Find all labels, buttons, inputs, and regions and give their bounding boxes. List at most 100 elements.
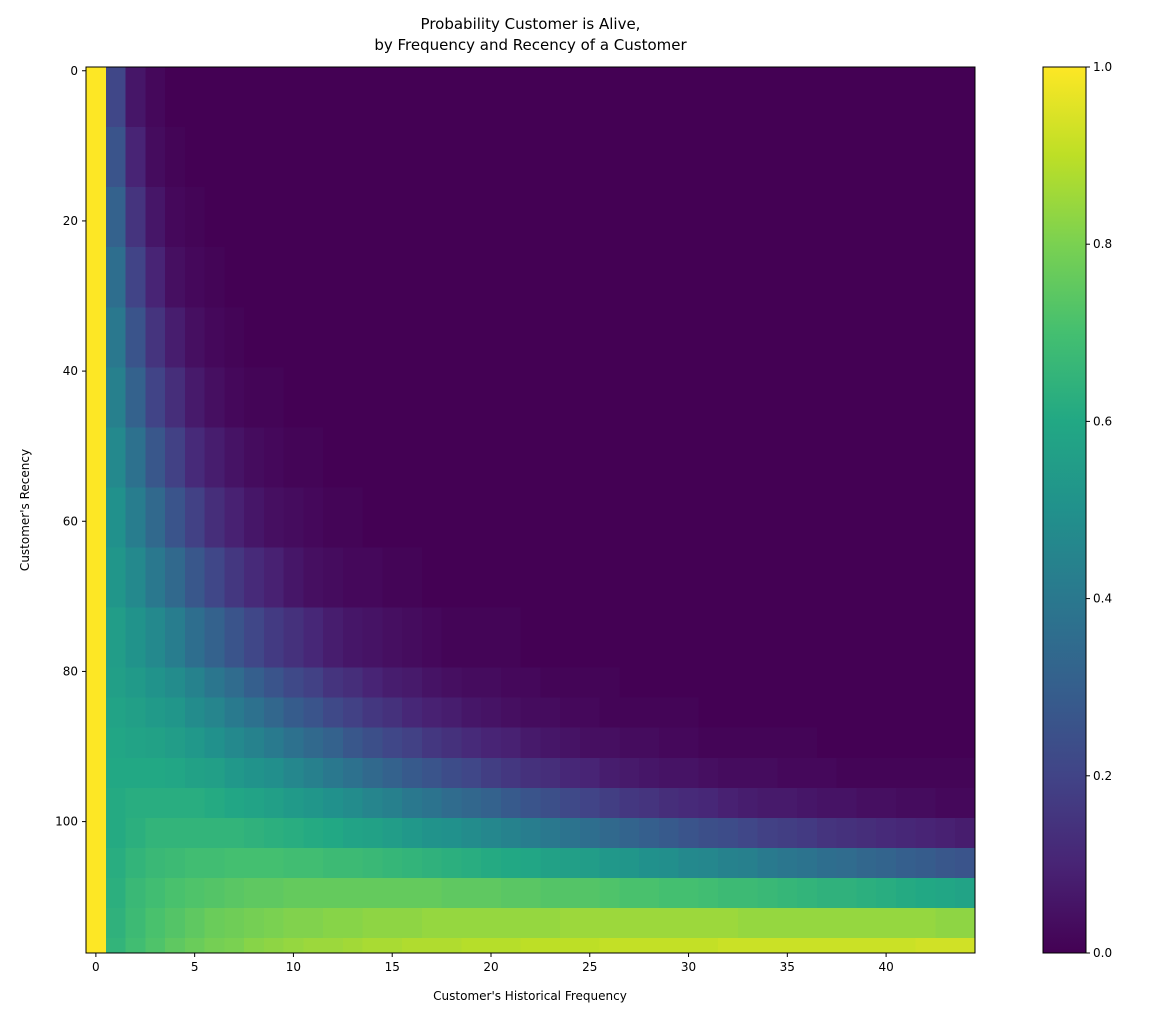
heatmap-cell (579, 307, 601, 368)
heatmap-cell (303, 307, 324, 368)
heatmap-cell (342, 697, 364, 729)
heatmap-cell (342, 487, 364, 549)
heatmap-cell (224, 907, 245, 939)
heatmap-cell (500, 757, 522, 789)
heatmap-cell (856, 787, 877, 819)
y-tick-label: 20 (63, 214, 78, 228)
heatmap-cell (244, 127, 265, 188)
heatmap-cell (639, 817, 660, 849)
heatmap-cell (718, 487, 739, 549)
heatmap-cell (481, 607, 502, 669)
heatmap-cell (362, 667, 383, 699)
heatmap-cell (955, 307, 976, 368)
heatmap-cell (105, 127, 127, 188)
heatmap-cell (125, 907, 146, 939)
heatmap-cell (718, 127, 739, 188)
heatmap-cell (658, 817, 680, 849)
heatmap-cell (599, 547, 620, 609)
heatmap-cell (125, 67, 146, 128)
heatmap-cell (421, 607, 443, 669)
heatmap-cell (184, 607, 206, 669)
heatmap-cell (362, 187, 383, 248)
heatmap-cell (560, 817, 581, 849)
heatmap-cell (836, 877, 858, 909)
x-tick-label: 10 (286, 960, 301, 974)
heatmap-cell (204, 67, 225, 128)
heatmap-cell (797, 937, 818, 954)
heatmap-cell (263, 547, 285, 609)
heatmap-cell (224, 607, 245, 669)
heatmap-cell (520, 907, 541, 939)
heatmap-cell (342, 187, 364, 248)
heatmap-cell (303, 607, 324, 669)
heatmap-cell (224, 247, 245, 308)
heatmap-cell (125, 607, 146, 669)
heatmap-cell (303, 547, 324, 609)
heatmap-cell (165, 757, 186, 789)
heatmap-cell (105, 817, 127, 849)
heatmap-cell (500, 787, 522, 819)
heatmap-cell (737, 547, 759, 609)
heatmap-cell (836, 547, 858, 609)
heatmap-cell (816, 787, 838, 819)
heatmap-cell (342, 787, 364, 819)
heatmap-cell (737, 187, 759, 248)
heatmap-cell (125, 697, 146, 729)
heatmap-cell (362, 937, 383, 954)
heatmap-cell (797, 907, 818, 939)
colorbar-tick-label: 1.0 (1093, 60, 1112, 74)
heatmap-cell (777, 697, 798, 729)
heatmap-cell (500, 727, 522, 759)
y-axis-label: Customer's Recency (18, 449, 32, 571)
heatmap-cell (165, 67, 186, 128)
heatmap-cell (500, 667, 522, 699)
heatmap-cell (382, 757, 403, 789)
heatmap-cell (658, 187, 680, 248)
heatmap-cell (678, 817, 700, 849)
heatmap-cell (165, 427, 186, 489)
heatmap-cell (915, 307, 937, 368)
heatmap-cell (757, 427, 779, 489)
heatmap-cell (678, 187, 700, 248)
heatmap-cell (757, 847, 779, 879)
heatmap-cell (639, 727, 660, 759)
heatmap-cell (797, 307, 818, 368)
heatmap-cell (105, 877, 127, 909)
heatmap-cell (283, 367, 304, 429)
heatmap-cell (619, 757, 640, 789)
heatmap-cell (441, 847, 462, 879)
heatmap-cell (500, 847, 522, 879)
heatmap-cell (204, 787, 225, 819)
heatmap-cell (165, 937, 186, 954)
heatmap-cell (816, 247, 838, 308)
heatmap-cell (362, 877, 383, 909)
heatmap-cell (915, 817, 937, 849)
heatmap-cell (86, 877, 107, 909)
heatmap-cell (402, 877, 423, 909)
heatmap-cell (520, 877, 541, 909)
heatmap-cell (737, 427, 759, 489)
heatmap-cell (461, 427, 482, 489)
heatmap-cell (619, 937, 640, 954)
heatmap-cell (461, 877, 482, 909)
heatmap-cell (105, 247, 127, 308)
heatmap-cell (658, 487, 680, 549)
heatmap-cell (737, 367, 759, 429)
heatmap-cell (678, 307, 700, 368)
heatmap-cell (579, 817, 601, 849)
heatmap-cell (757, 727, 779, 759)
heatmap-cell (856, 247, 877, 308)
heatmap-cell (777, 937, 798, 954)
heatmap-cell (224, 667, 245, 699)
heatmap-cell (244, 187, 265, 248)
heatmap-cell (816, 877, 838, 909)
heatmap-cell (283, 487, 304, 549)
heatmap-cell (402, 817, 423, 849)
heatmap-cell (224, 367, 245, 429)
heatmap-cell (718, 727, 739, 759)
heatmap-cell (876, 607, 897, 669)
heatmap-cell (658, 697, 680, 729)
heatmap-cell (520, 937, 541, 954)
heatmap-cell (915, 607, 937, 669)
heatmap-cell (797, 697, 818, 729)
